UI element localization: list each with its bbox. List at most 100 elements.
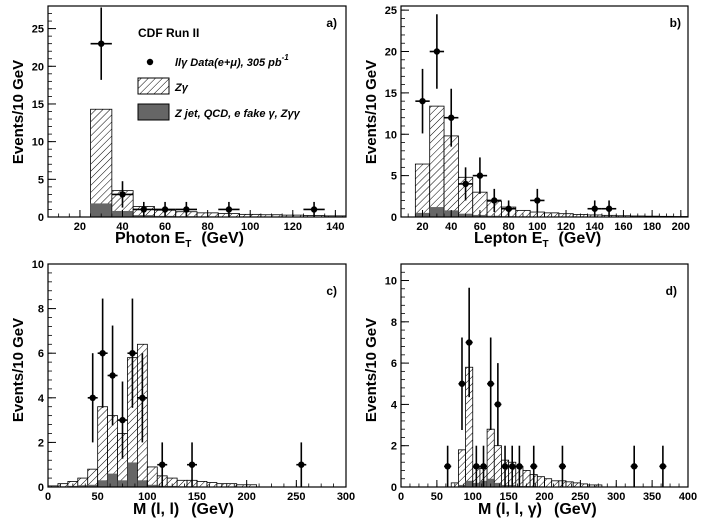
data-point-b-5 — [487, 188, 502, 213]
legend-background-label: Z jet, QCD, e fake γ, Zγγ — [174, 108, 301, 120]
signal-bar-c-15 — [196, 481, 208, 488]
y-tick-label-d-4: 8 — [391, 317, 397, 329]
signal-bar-d-1 — [457, 449, 466, 488]
data-point-c-7 — [187, 442, 197, 487]
x-tick-label-d-8: 400 — [679, 491, 697, 503]
data-point-d-5 — [487, 337, 495, 431]
x-tick-label-a-1: 40 — [116, 221, 128, 233]
y-tick-label-c-3: 6 — [38, 348, 44, 360]
data-point-c-6 — [157, 442, 168, 487]
background-bar-c-3 — [77, 485, 88, 487]
x-tick-label-b-5: 120 — [557, 221, 575, 233]
y-tick-label-d-3: 6 — [391, 358, 397, 370]
data-point-b-0 — [415, 68, 430, 134]
background-bar-d-6 — [494, 482, 502, 487]
data-point-a-2 — [133, 201, 155, 217]
x-tick-label-b-2: 60 — [474, 221, 486, 233]
signal-bar-d-5 — [486, 428, 495, 488]
x-tick-label-c-0: 0 — [45, 491, 51, 503]
data-point-d-6 — [494, 363, 502, 446]
x-axis-label-a-main: Photon E — [115, 230, 186, 247]
data-point-b-3 — [458, 167, 473, 201]
y-axis-label-b: Events/10 GeV — [363, 60, 380, 164]
y-tick-label-a-4: 20 — [32, 61, 44, 73]
x-tick-label-d-1: 50 — [431, 491, 443, 503]
data-point-d-7 — [501, 445, 509, 487]
x-tick-label-b-3: 80 — [503, 221, 515, 233]
signal-bar-b-1 — [429, 105, 445, 218]
x-tick-label-b-9: 200 — [672, 221, 690, 233]
background-bar-d-5 — [487, 478, 495, 487]
x-tick-label-a-6: 140 — [326, 221, 344, 233]
data-point-b-9 — [601, 200, 617, 217]
data-point-c-1 — [97, 298, 108, 408]
x-tick-label-d-4: 200 — [535, 491, 553, 503]
data-point-d-1 — [458, 337, 466, 431]
x-axis-label-c: M (l, l) (GeV) — [133, 501, 234, 518]
x-tick-label-a-2: 60 — [159, 221, 171, 233]
legend-data-sup: -1 — [282, 53, 290, 62]
y-tick-label-a-3: 15 — [32, 99, 44, 111]
y-tick-label-c-1: 2 — [38, 437, 44, 449]
signal-bar-d-14 — [551, 480, 560, 488]
background-bar-c-8 — [127, 462, 138, 487]
x-tick-label-a-5: 120 — [284, 221, 302, 233]
panel-label-c: c) — [326, 284, 337, 298]
y-tick-label-c-2: 4 — [38, 393, 45, 405]
y-tick-label-b-5: 25 — [385, 5, 397, 17]
background-bar-d-1 — [458, 484, 466, 487]
data-point-d-2 — [465, 287, 473, 398]
x-tick-label-b-8: 180 — [643, 221, 661, 233]
signal-bar-c-13 — [176, 479, 188, 488]
x-tick-label-c-3: 150 — [188, 491, 206, 503]
y-axis-label-c: Events/10 GeV — [10, 318, 27, 422]
x-axis-label-a-sub: T — [185, 239, 191, 250]
data-point-c-5 — [137, 353, 148, 443]
legend-signal-label: Zγ — [174, 82, 189, 94]
x-tick-label-c-1: 50 — [92, 491, 104, 503]
data-point-a-0 — [90, 7, 112, 80]
legend: CDF Run II llγ Data(e+μ), 305 pb-1 Zγ Z … — [137, 26, 301, 121]
signal-bar-d-12 — [536, 476, 545, 488]
x-tick-label-d-3: 150 — [499, 491, 517, 503]
data-point-a-1 — [111, 181, 134, 208]
data-point-b-8 — [587, 200, 602, 217]
x-axis-label-c-unit: (GeV) — [191, 501, 234, 518]
signal-bar-d-16 — [565, 481, 574, 488]
signal-bar-d-6 — [493, 445, 502, 488]
data-point-d-0 — [444, 445, 452, 487]
panel-label-b: b) — [670, 16, 681, 30]
x-tick-label-b-6: 140 — [586, 221, 604, 233]
y-tick-label-c-0: 0 — [38, 482, 44, 494]
data-point-c-2 — [107, 325, 118, 426]
background-bar-d-2 — [465, 480, 473, 487]
y-tick-label-c-4: 8 — [38, 304, 44, 316]
signal-bar-d-17 — [572, 482, 581, 488]
data-point-a-4 — [175, 201, 197, 217]
data-point-b-7 — [530, 188, 545, 213]
background-bar-c-6 — [107, 473, 118, 487]
signal-bar-d-13 — [544, 478, 553, 488]
background-bar-b-1 — [429, 207, 445, 217]
data-point-d-10 — [530, 445, 538, 487]
x-axis-label-d: M (l, l, γ) (GeV) — [478, 501, 597, 518]
x-tick-label-c-4: 200 — [237, 491, 255, 503]
y-tick-label-d-1: 2 — [391, 441, 397, 453]
y-tick-label-a-1: 5 — [38, 174, 44, 186]
y-tick-label-a-2: 10 — [32, 137, 44, 149]
legend-signal-swatch — [137, 77, 170, 95]
data-point-c-4 — [127, 298, 138, 408]
panel-label-a: a) — [326, 16, 337, 30]
x-tick-label-b-0: 20 — [416, 221, 428, 233]
x-axis-label-b-unit: (GeV) — [559, 230, 602, 247]
background-bar-c-5 — [97, 480, 108, 487]
y-tick-label-b-4: 20 — [385, 47, 397, 59]
data-point-d-3 — [472, 445, 480, 487]
x-tick-label-a-3: 80 — [202, 221, 214, 233]
panel-a: 20 40 60 80 100 120 140 0 5 10 15 20 25 a) Events/10… — [10, 5, 347, 250]
y-tick-label-d-5: 10 — [385, 276, 397, 288]
y-axis-label-d: Events/10 GeV — [363, 318, 380, 422]
y-tick-label-a-5: 25 — [32, 24, 44, 36]
